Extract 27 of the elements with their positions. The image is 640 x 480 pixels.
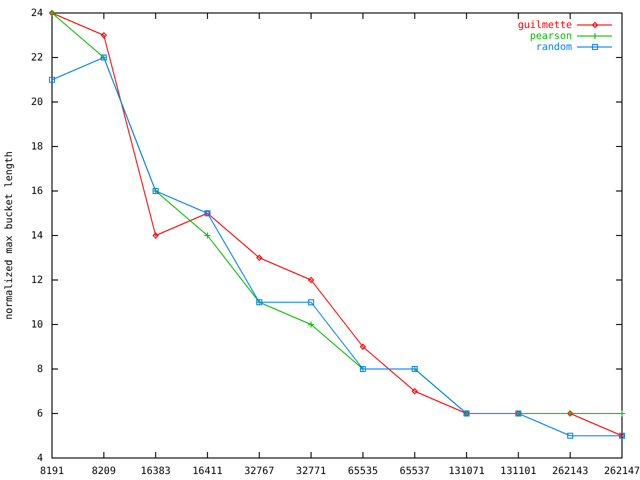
x-tick-label: 131071 [448, 466, 485, 478]
x-tick-label: 32771 [296, 466, 326, 478]
y-tick-label: 16 [30, 186, 43, 198]
y-tick-label: 8 [36, 364, 43, 376]
x-tick-label: 65535 [348, 466, 378, 478]
y-tick-label: 12 [30, 275, 43, 286]
legend-label: guilmette [518, 20, 572, 31]
x-tick-label: 8209 [92, 466, 116, 478]
x-tick-label: 8191 [40, 466, 64, 478]
y-tick-label: 18 [30, 142, 43, 153]
y-tick-label: 14 [30, 230, 43, 242]
x-tick-label: 16383 [140, 466, 171, 478]
y-tick-label: 20 [30, 97, 43, 108]
x-tick-label: 262143 [552, 466, 588, 478]
y-tick-label: 4 [36, 453, 43, 464]
x-tick-label: 262147 [604, 466, 640, 478]
x-tick-label: 32767 [244, 466, 274, 478]
y-tick-label: 10 [30, 320, 43, 331]
x-tick-label: 131101 [500, 466, 536, 478]
y-tick-label: 6 [36, 408, 43, 420]
legend-label: random [536, 42, 572, 53]
y-tick-label: 24 [30, 8, 43, 20]
legend-label: pearson [530, 31, 572, 42]
y-tick-label: 22 [30, 52, 43, 64]
x-tick-label: 65537 [400, 466, 430, 478]
x-tick-label: 16411 [192, 466, 223, 478]
y-axis-title: normalized max bucket length [4, 151, 15, 320]
